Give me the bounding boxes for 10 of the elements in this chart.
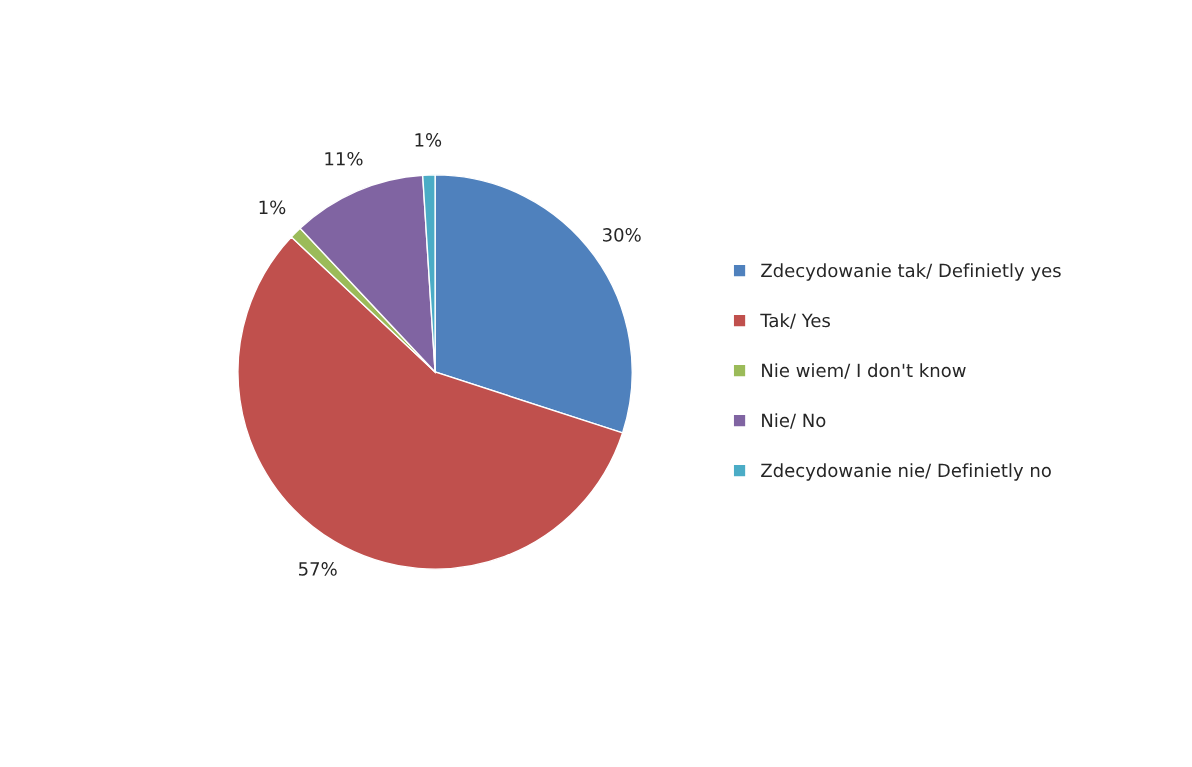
legend-label: Tak/ Yes	[760, 313, 830, 329]
legend-label: Zdecydowanie tak/ Definietly yes	[761, 263, 1061, 281]
legend-label: Zdecydowanie nie/ Definietly no	[761, 463, 1051, 481]
data-label: 1%	[259, 200, 286, 215]
data-label: 57%	[299, 562, 337, 576]
data-label: 11%	[325, 151, 363, 166]
data-label: 30%	[602, 228, 641, 242]
data-label: 1%	[415, 133, 442, 147]
legend-label: Nie wiem/ I don't know	[762, 363, 966, 379]
legend-label: Nie/ No	[762, 413, 826, 429]
